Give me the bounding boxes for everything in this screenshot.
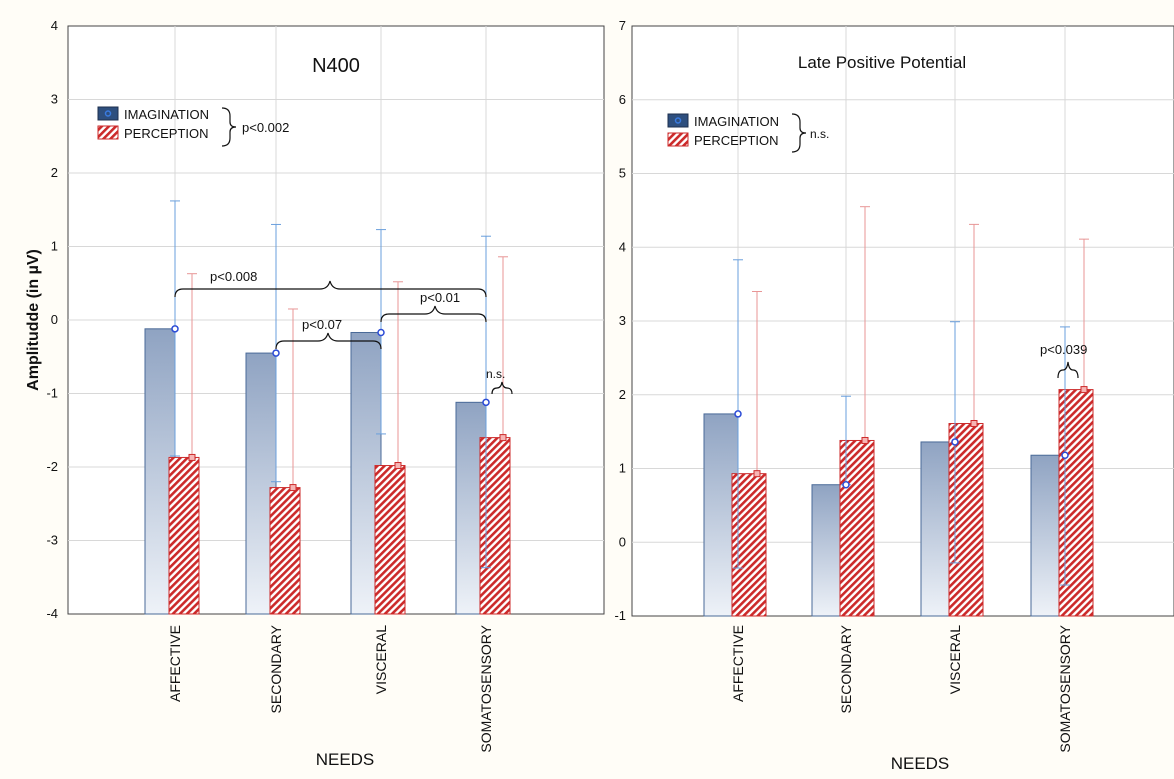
annotation-p-0-008: p<0.008: [210, 269, 257, 284]
mean-marker-imagination: [482, 398, 490, 407]
lpp-legend: IMAGINATION PERCEPTION n.s.: [667, 113, 829, 153]
lpp-x-labels: AFFECTIVE SECONDARY VISCERAL SOMATOSENSORY: [730, 624, 1073, 752]
mean-marker-perception: [394, 462, 402, 470]
bar-perception: [948, 423, 984, 617]
bracket-somatosensory: [1057, 361, 1079, 379]
bracket-visceral-somatosensory: [380, 305, 487, 323]
mean-marker-perception: [499, 434, 507, 442]
mean-marker-perception: [188, 453, 196, 461]
n400-x-labels: AFFECTIVE SECONDARY VISCERAL SOMATOSENSORY: [167, 624, 494, 752]
n400-legend: IMAGINATION PERCEPTION p<0.002: [97, 106, 289, 147]
legend-swatch-imagination: [667, 113, 689, 128]
y-tick-label: 0: [619, 534, 626, 549]
n400-significance-brackets: p<0.008 p<0.01 p<0.07 n.s.: [174, 269, 513, 395]
bar-perception: [168, 456, 200, 615]
y-tick-label: 6: [619, 92, 626, 107]
lpp-significance-brackets: p<0.039: [1040, 342, 1087, 379]
y-tick-label: 5: [619, 166, 626, 181]
mean-marker-imagination: [842, 480, 850, 489]
bracket-somatosensory-ns: [491, 381, 513, 395]
mean-marker-perception: [970, 420, 978, 428]
mean-marker-perception: [289, 484, 297, 492]
y-tick-label: 2: [619, 387, 626, 402]
x-tick-label: SOMATOSENSORY: [1057, 624, 1073, 752]
bar-perception: [479, 437, 511, 615]
lpp-panel: 7 6 5 4 3 2 1 0 -1 AFFECTIVE SECONDARY VISCERAL SOM…: [614, 18, 1174, 773]
y-tick-label: -3: [46, 533, 58, 548]
x-tick-label: AFFECTIVE: [730, 625, 746, 702]
lpp-bars: [703, 206, 1094, 617]
x-tick-label: SOMATOSENSORY: [478, 624, 494, 752]
lpp-x-axis-label: NEEDS: [891, 754, 950, 773]
mean-marker-imagination: [951, 438, 959, 446]
mean-marker-imagination: [272, 349, 280, 357]
legend-marker-imagination: [674, 117, 682, 124]
y-tick-label: -4: [46, 606, 58, 621]
y-tick-label: 7: [619, 18, 626, 33]
y-tick-label: 3: [619, 313, 626, 328]
x-tick-label: VISCERAL: [373, 625, 389, 694]
mean-marker-imagination: [171, 325, 179, 333]
bar-perception: [731, 473, 767, 617]
lpp-y-ticks: 7 6 5 4 3 2 1 0 -1: [614, 18, 626, 623]
annotation-p-0-039: p<0.039: [1040, 342, 1087, 357]
legend-label-imagination: IMAGINATION: [694, 114, 779, 129]
y-tick-label: -2: [46, 459, 58, 474]
bar-perception: [374, 465, 406, 615]
legend-swatch-imagination: [97, 106, 119, 121]
annotation-p-0-07: p<0.07: [302, 317, 342, 332]
mean-marker-imagination: [1061, 451, 1069, 459]
legend-swatch-perception: [667, 132, 689, 147]
mean-marker-perception: [1080, 386, 1088, 394]
n400-bars: [144, 200, 511, 615]
n400-y-axis-label: Amplitudde (in µV): [25, 249, 42, 391]
bar-perception: [839, 439, 875, 617]
legend-label-imagination: IMAGINATION: [124, 107, 209, 122]
n400-panel: 4 3 2 1 0 -1 -2 -3 -4 AFFECTIVE SECONDARY VISCERAL…: [25, 18, 605, 769]
legend-significance: p<0.002: [242, 120, 289, 135]
legend-significance: n.s.: [810, 127, 829, 141]
x-tick-label: AFFECTIVE: [167, 625, 183, 702]
y-tick-label: 2: [51, 165, 58, 180]
annotation-ns: n.s.: [486, 367, 505, 381]
n400-x-axis-label: NEEDS: [316, 750, 375, 769]
legend-label-perception: PERCEPTION: [124, 126, 209, 141]
n400-title: N400: [312, 55, 360, 77]
bar-perception: [269, 487, 301, 615]
bar-perception: [1058, 389, 1094, 617]
legend-marker-imagination: [104, 110, 112, 117]
y-tick-label: 4: [51, 18, 58, 33]
y-tick-label: 4: [619, 239, 626, 254]
legend-swatch-perception: [97, 125, 119, 140]
legend-label-perception: PERCEPTION: [694, 133, 779, 148]
bracket-secondary-visceral: [275, 332, 382, 350]
y-tick-label: 1: [619, 461, 626, 476]
x-tick-label: VISCERAL: [947, 625, 963, 694]
legend-brace: [221, 107, 237, 147]
y-tick-label: 0: [51, 312, 58, 327]
mean-marker-imagination: [734, 410, 742, 418]
x-tick-label: SECONDARY: [268, 624, 284, 713]
n400-y-ticks: 4 3 2 1 0 -1 -2 -3 -4: [46, 18, 58, 621]
mean-marker-perception: [861, 436, 869, 444]
y-tick-label: -1: [614, 608, 626, 623]
y-tick-label: 1: [51, 239, 58, 254]
bracket-affective-somatosensory: [174, 280, 487, 298]
x-tick-label: SECONDARY: [838, 624, 854, 713]
lpp-title: Late Positive Potential: [798, 53, 966, 72]
annotation-p-0-01: p<0.01: [420, 290, 460, 305]
mean-marker-perception: [753, 470, 761, 478]
legend-brace: [791, 113, 807, 153]
y-tick-label: 3: [51, 92, 58, 107]
y-tick-label: -1: [46, 386, 58, 401]
mean-marker-imagination: [377, 328, 385, 337]
